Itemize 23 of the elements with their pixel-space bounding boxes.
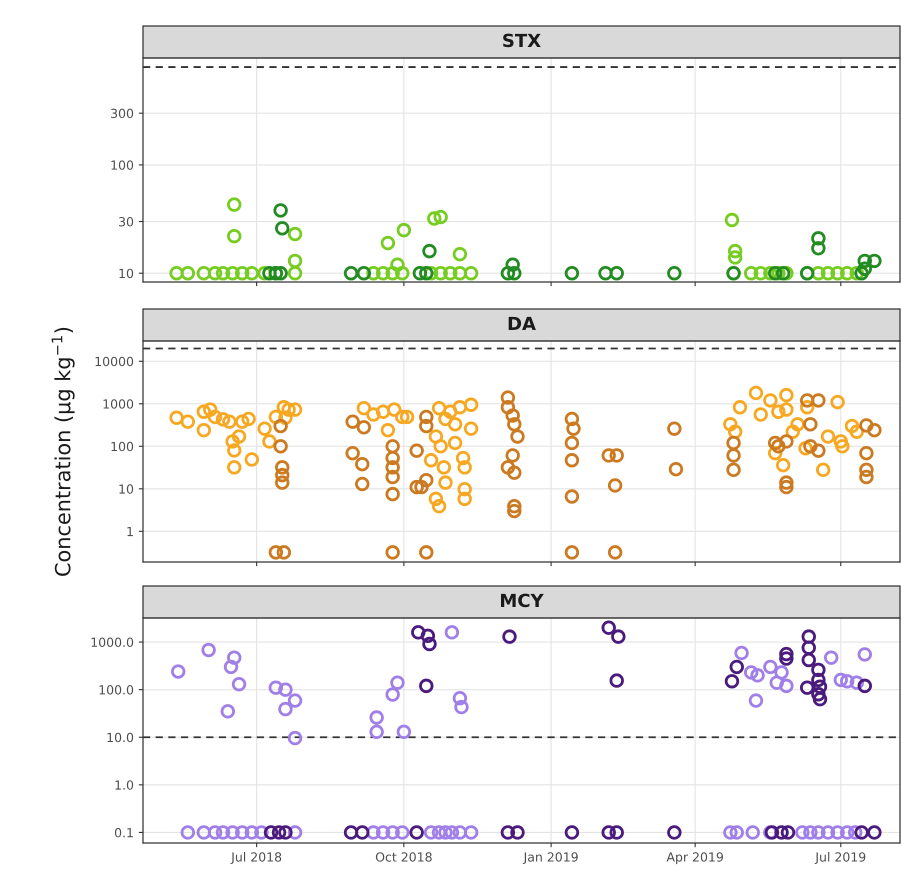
y-tick-label: 100.0 xyxy=(100,685,134,695)
y-tick-label: 300 xyxy=(111,108,134,118)
y-tick-label: 100 xyxy=(111,160,134,170)
y-tick-label: 10 xyxy=(119,268,134,278)
y-tick-label: 100 xyxy=(111,442,134,452)
chart-title: DA xyxy=(508,316,536,330)
x-tick-label: Jan 2019 xyxy=(522,852,578,864)
chart-title: STX xyxy=(503,34,541,48)
y-tick-label: 10000 xyxy=(96,356,134,366)
y-axis-title: Concentration (µg kg$^{−1}$) xyxy=(52,328,75,576)
x-tick-label: Oct 2018 xyxy=(376,852,432,862)
y-tick-label: 30 xyxy=(119,217,134,226)
x-tick-label: Jul 2018 xyxy=(230,852,282,864)
y-tick-label: 10.0 xyxy=(108,732,134,742)
x-tick-label: Jul 2019 xyxy=(814,852,866,864)
y-tick-label: 1.0 xyxy=(115,780,134,790)
y-tick-label: 1000 xyxy=(104,399,134,409)
y-tick-label: 10 xyxy=(119,484,134,494)
y-tick-label: 0.1 xyxy=(114,828,133,838)
x-tick-label: Apr 2019 xyxy=(666,852,723,864)
chart-title: MCY xyxy=(501,594,544,608)
y-tick-label: 1000.0 xyxy=(92,638,134,647)
y-tick-label: 1 xyxy=(127,526,133,536)
